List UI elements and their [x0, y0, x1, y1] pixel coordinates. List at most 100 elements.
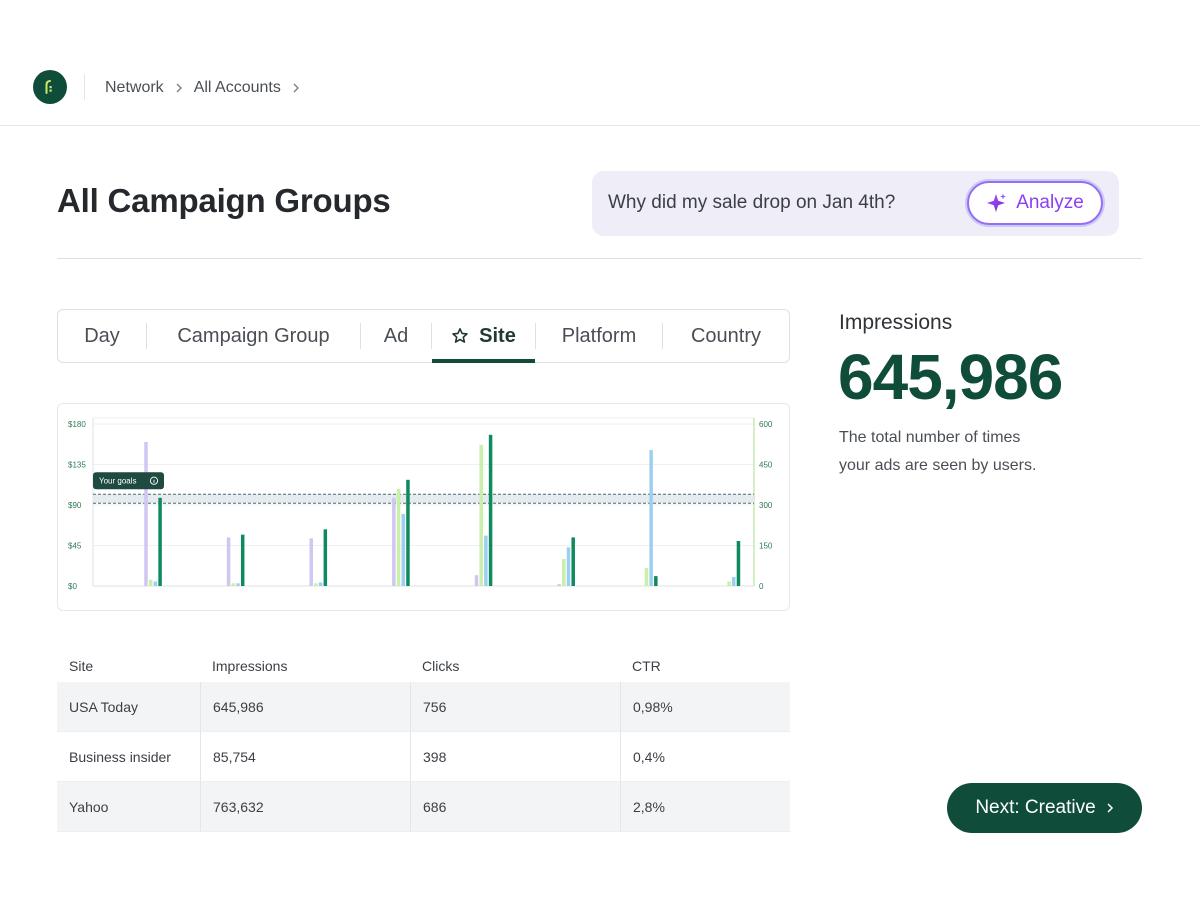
chart-bar	[148, 579, 153, 586]
chart-bar	[654, 576, 658, 586]
y-tick-label-left: $0	[68, 582, 77, 591]
logo-icon[interactable]	[33, 70, 67, 104]
chart-bar	[392, 497, 396, 586]
y-tick-label-left: $135	[68, 461, 86, 470]
y-tick-label-left: $180	[68, 420, 86, 429]
ask-assistant-box: Why did my sale drop on Jan 4th? Analyze	[592, 171, 1119, 236]
cell-impressions: 763,632	[200, 782, 410, 831]
y-tick-label-right: 300	[759, 501, 773, 510]
metric-description: The total number of times your ads are s…	[839, 424, 1079, 480]
chart-bar	[727, 581, 731, 586]
star-icon	[451, 327, 469, 345]
goal-label-text: Your goals	[99, 477, 137, 486]
chart-canvas: $180 600 $135 450 $90 300 $45 150 $0 0 Your goals	[68, 417, 773, 591]
info-icon	[149, 476, 159, 485]
site-chart: $180 600 $135 450 $90 300 $45 150 $0 0 Your goals	[57, 403, 790, 611]
chart-bar	[158, 497, 162, 586]
tab-divider	[431, 323, 432, 349]
y-tick-label-right: 0	[759, 582, 764, 591]
table-row[interactable]: USA Today 645,986 756 0,98%	[57, 682, 790, 732]
cell-site: USA Today	[69, 698, 139, 715]
tab-site-label: Site	[479, 324, 516, 347]
site-table: Site Impressions Clicks CTR USA Today 64…	[57, 650, 790, 832]
chart-bar	[240, 534, 245, 586]
chart-bar	[309, 538, 313, 586]
metric-description-line: your ads are seen by users.	[839, 457, 1037, 474]
chart-bar	[226, 537, 231, 586]
chart-bar	[231, 583, 236, 586]
chart-bar	[144, 442, 148, 586]
chart-bar	[732, 577, 736, 586]
table-row[interactable]: Business insider 85,754 398 0,4%	[57, 732, 790, 782]
y-tick-label-right: 450	[759, 461, 773, 470]
chart-bar	[649, 450, 653, 586]
chart-bar	[406, 479, 410, 586]
metric-description-line: The total number of times	[839, 429, 1021, 446]
tab-divider	[360, 323, 361, 349]
tab-campaign-group[interactable]: Campaign Group	[177, 324, 330, 347]
tab-divider	[662, 323, 663, 349]
next-button-label: Next: Creative	[975, 797, 1096, 818]
column-header-clicks[interactable]: Clicks	[422, 658, 460, 674]
dimension-tabs: Day Campaign Group Ad Site Platform Coun…	[57, 309, 790, 363]
column-header-site[interactable]: Site	[69, 658, 94, 674]
tab-ad[interactable]: Ad	[383, 324, 409, 347]
breadcrumb: Network All Accounts	[105, 77, 311, 99]
cell-site: Yahoo	[69, 798, 109, 815]
cell-clicks: 686	[410, 782, 620, 831]
section-divider	[57, 258, 1142, 259]
breadcrumb-network[interactable]: Network	[105, 79, 164, 96]
table-row[interactable]: Yahoo 763,632 686 2,8%	[57, 782, 790, 832]
y-tick-label-left: $90	[68, 501, 82, 510]
chart-bar	[401, 514, 406, 586]
chart-bar	[736, 541, 741, 586]
chart-bar	[562, 559, 566, 586]
breadcrumb-all-accounts[interactable]: All Accounts	[193, 79, 281, 96]
y-tick-label-right: 150	[759, 542, 773, 551]
chart-bar	[396, 488, 401, 586]
cell-clicks: 398	[410, 732, 620, 781]
cell-clicks: 756	[410, 682, 620, 731]
cell-impressions: 85,754	[200, 732, 410, 781]
tab-platform[interactable]: Platform	[561, 324, 637, 347]
tab-day[interactable]: Day	[84, 324, 120, 347]
page-title: All Campaign Groups	[57, 182, 391, 219]
column-header-impressions[interactable]: Impressions	[212, 658, 288, 674]
metric-label: Impressions	[839, 311, 953, 334]
sparkle-icon	[986, 192, 1008, 214]
tab-divider	[535, 323, 536, 349]
chart-bar	[479, 444, 483, 586]
chart-bar	[236, 583, 240, 586]
chart-bar	[566, 547, 571, 586]
cell-ctr: 0,98%	[620, 682, 790, 731]
goal-label-badge	[93, 472, 164, 490]
column-header-ctr[interactable]: CTR	[632, 658, 661, 674]
chart-bar	[484, 535, 488, 586]
chart-bar	[557, 584, 561, 586]
cell-impressions: 645,986	[200, 682, 410, 731]
tab-divider	[146, 323, 147, 349]
cell-ctr: 2,8%	[620, 782, 790, 831]
chart-bar	[571, 537, 575, 586]
chevron-right-icon	[175, 82, 183, 94]
chart-bar	[644, 568, 649, 586]
chart-bar	[314, 583, 318, 586]
chevron-right-icon	[292, 82, 300, 94]
chart-bar	[323, 529, 328, 586]
y-tick-label-right: 600	[759, 420, 773, 429]
tab-site[interactable]: Site	[432, 310, 535, 363]
next-creative-button[interactable]: Next: Creative	[947, 783, 1142, 833]
assistant-question[interactable]: Why did my sale drop on Jan 4th?	[608, 192, 896, 213]
chart-bar	[474, 575, 479, 586]
chart-bar	[488, 434, 493, 586]
analyze-label: Analyze	[1016, 192, 1084, 213]
analyze-button[interactable]: Analyze	[967, 181, 1103, 225]
chart-bar	[318, 582, 323, 586]
goal-band	[93, 494, 754, 504]
tab-country[interactable]: Country	[690, 324, 762, 347]
table-header: Site Impressions Clicks CTR	[57, 650, 790, 682]
logo-divider	[84, 74, 85, 100]
y-tick-label-left: $45	[68, 542, 82, 551]
metric-value: 645,986	[838, 341, 1063, 413]
top-bar: Network All Accounts	[0, 0, 1200, 126]
